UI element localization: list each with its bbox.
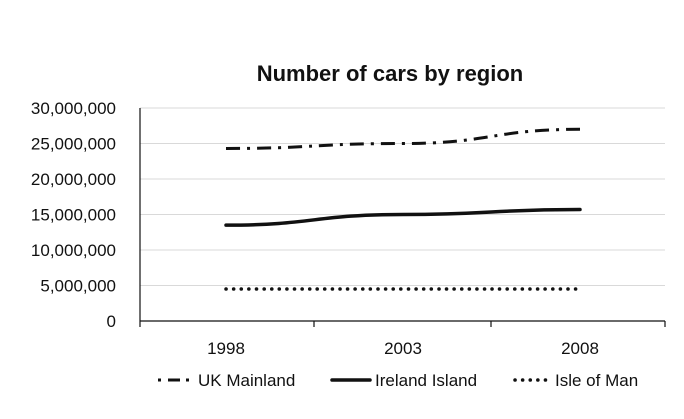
legend-label: Ireland Island	[375, 371, 477, 390]
legend-label: Isle of Man	[555, 371, 638, 390]
y-tick-label: 0	[107, 312, 116, 331]
y-tick-label: 20,000,000	[31, 170, 116, 189]
series-lines	[224, 127, 582, 291]
series-line-ireland-island	[224, 207, 582, 227]
series-line-uk-mainland	[225, 127, 581, 150]
legend-label: UK Mainland	[198, 371, 295, 390]
y-tick-label: 5,000,000	[40, 277, 116, 296]
y-tick-label: 10,000,000	[31, 241, 116, 260]
y-tick-label: 30,000,000	[31, 99, 116, 118]
legend: UK Mainland Ireland Island Isle of Man	[158, 371, 638, 390]
y-tick-label: 25,000,000	[31, 135, 116, 154]
x-tick-label: 2003	[384, 339, 422, 358]
y-axis-tick-labels: 0 5,000,000 10,000,000 15,000,000 20,000,000…	[31, 99, 116, 331]
chart-title: Number of cars by region	[257, 61, 524, 86]
x-axis-tick-labels: 1998 2003 2008	[207, 339, 599, 358]
y-tick-label: 15,000,000	[31, 206, 116, 225]
axes	[139, 108, 666, 327]
grid-lines	[140, 107, 665, 286]
x-tick-label: 2008	[561, 339, 599, 358]
x-tick-label: 1998	[207, 339, 245, 358]
